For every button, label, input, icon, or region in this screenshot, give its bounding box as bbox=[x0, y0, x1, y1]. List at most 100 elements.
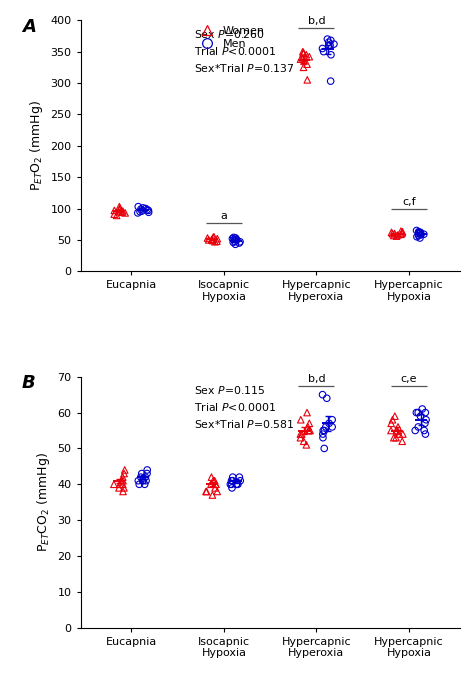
Point bbox=[297, 414, 305, 425]
Point bbox=[136, 479, 143, 489]
Point bbox=[121, 207, 129, 218]
Point bbox=[387, 425, 395, 436]
Point bbox=[209, 234, 216, 244]
Point bbox=[212, 479, 219, 489]
Point bbox=[142, 475, 150, 486]
Point bbox=[305, 425, 313, 436]
Point bbox=[394, 421, 402, 432]
Point bbox=[121, 464, 128, 475]
Point bbox=[209, 235, 216, 246]
Point bbox=[234, 479, 242, 489]
Point bbox=[299, 46, 307, 57]
Point bbox=[142, 472, 149, 483]
Point bbox=[411, 425, 419, 436]
Point bbox=[237, 475, 244, 486]
Point bbox=[113, 210, 120, 221]
Point bbox=[228, 234, 236, 244]
Point bbox=[324, 34, 331, 45]
Point bbox=[392, 432, 400, 443]
Point bbox=[415, 227, 423, 238]
Text: b,d: b,d bbox=[308, 374, 325, 383]
Point bbox=[115, 483, 123, 493]
Text: b,d: b,d bbox=[308, 16, 325, 26]
Point bbox=[202, 486, 210, 497]
Point bbox=[300, 62, 307, 73]
Point bbox=[327, 76, 335, 86]
Point bbox=[303, 59, 311, 70]
Point bbox=[134, 207, 142, 218]
Point bbox=[319, 425, 327, 436]
Point bbox=[139, 202, 146, 213]
Point bbox=[213, 236, 220, 246]
Point bbox=[135, 201, 142, 212]
Point bbox=[395, 429, 403, 439]
Point bbox=[319, 432, 327, 443]
Point bbox=[120, 483, 128, 493]
Point bbox=[136, 207, 144, 217]
Point bbox=[139, 475, 147, 486]
Point bbox=[319, 429, 327, 439]
Point bbox=[210, 232, 217, 243]
Point bbox=[326, 40, 334, 51]
Point bbox=[327, 35, 335, 46]
Point bbox=[421, 407, 429, 418]
Point bbox=[228, 475, 235, 486]
Point bbox=[211, 236, 219, 247]
Point bbox=[233, 479, 241, 489]
Point bbox=[300, 47, 307, 58]
Point bbox=[390, 432, 398, 443]
Point bbox=[319, 43, 326, 54]
Point bbox=[229, 475, 237, 486]
Point bbox=[391, 411, 399, 422]
Point bbox=[230, 234, 238, 244]
Text: a: a bbox=[220, 211, 228, 221]
Text: B: B bbox=[22, 374, 36, 392]
Point bbox=[118, 475, 125, 486]
Point bbox=[303, 74, 311, 85]
Point bbox=[205, 234, 212, 245]
Point bbox=[236, 238, 243, 248]
Point bbox=[397, 225, 405, 236]
Point bbox=[417, 411, 424, 422]
Point bbox=[145, 207, 153, 218]
Point bbox=[304, 421, 312, 432]
Point bbox=[227, 479, 234, 489]
Legend: Women, Men: Women, Men bbox=[196, 26, 265, 49]
Text: c,e: c,e bbox=[401, 374, 417, 383]
Point bbox=[118, 207, 126, 218]
Point bbox=[204, 233, 211, 244]
Point bbox=[211, 483, 219, 493]
Point bbox=[414, 407, 422, 418]
Point bbox=[203, 486, 210, 497]
Point bbox=[231, 236, 238, 246]
Text: c,f: c,f bbox=[402, 196, 416, 207]
Point bbox=[415, 228, 423, 239]
Point bbox=[325, 40, 333, 51]
Point bbox=[330, 38, 337, 49]
Point bbox=[300, 55, 308, 66]
Point bbox=[325, 418, 333, 429]
Point bbox=[398, 436, 406, 447]
Point bbox=[327, 49, 335, 60]
Point bbox=[320, 46, 328, 57]
Point bbox=[232, 239, 239, 250]
Point bbox=[138, 468, 146, 479]
Point bbox=[300, 436, 308, 447]
Point bbox=[302, 439, 310, 450]
Point bbox=[116, 205, 123, 215]
Point bbox=[210, 232, 218, 242]
Point bbox=[298, 429, 305, 439]
Point bbox=[325, 37, 333, 48]
Point bbox=[397, 229, 405, 240]
Point bbox=[394, 230, 402, 240]
Point bbox=[139, 475, 146, 486]
Y-axis label: P$_{ET}$CO$_2$ (mmHg): P$_{ET}$CO$_2$ (mmHg) bbox=[35, 452, 52, 552]
Point bbox=[213, 234, 221, 244]
Point bbox=[306, 425, 314, 436]
Point bbox=[143, 468, 151, 479]
Point bbox=[144, 464, 151, 475]
Point bbox=[228, 483, 236, 493]
Point bbox=[399, 429, 407, 439]
Point bbox=[138, 206, 146, 217]
Point bbox=[416, 233, 424, 244]
